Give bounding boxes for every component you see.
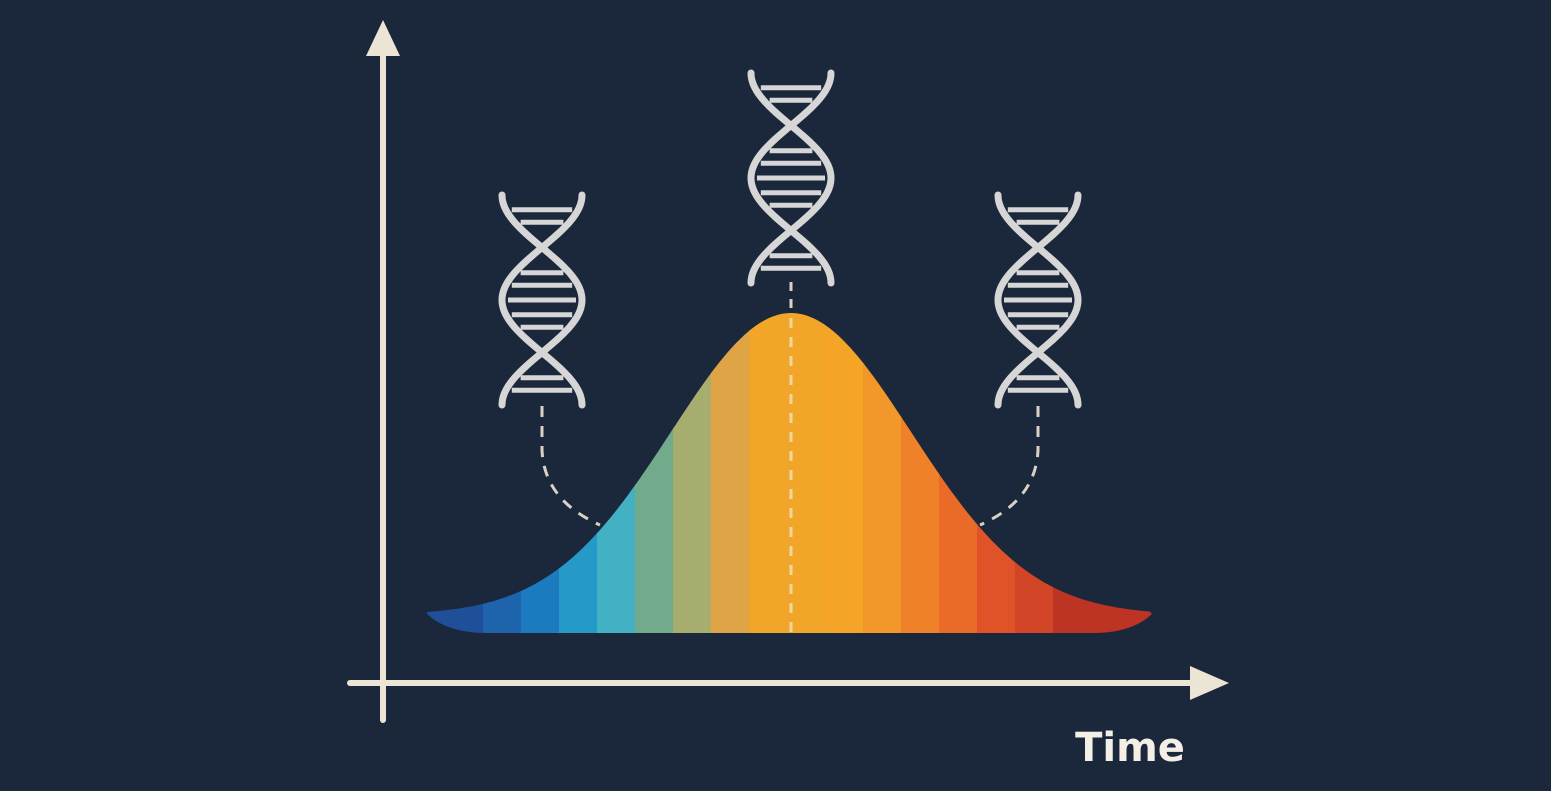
- y-axis-arrowhead: [366, 20, 400, 56]
- dna-strand: [498, 191, 586, 409]
- dna-helix-icon: [994, 191, 1082, 409]
- dna-strand: [747, 69, 835, 287]
- dna-helix-icon: [747, 69, 835, 287]
- dna-strand: [498, 191, 586, 409]
- curve-color-band: [749, 313, 788, 633]
- dna-helix-icon: [498, 191, 586, 409]
- right-connector-dashed-line: [979, 406, 1040, 527]
- x-axis: [347, 666, 1229, 700]
- dna-strand: [747, 69, 835, 287]
- y-axis: [366, 20, 400, 723]
- dna-strand: [994, 191, 1082, 409]
- curve-color-band: [711, 313, 750, 633]
- dna-strand: [994, 191, 1082, 409]
- x-axis-label: Time: [1075, 725, 1185, 771]
- x-axis-arrowhead: [1190, 666, 1229, 700]
- curve-color-band: [787, 313, 826, 633]
- left-connector-dashed-line: [540, 406, 601, 527]
- curve-color-band: [825, 313, 864, 633]
